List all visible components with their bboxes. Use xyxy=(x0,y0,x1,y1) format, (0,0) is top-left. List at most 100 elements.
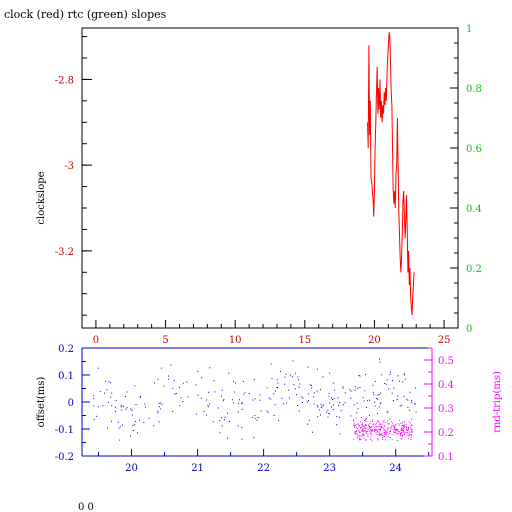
offset-point xyxy=(316,368,318,370)
rndtrip-point xyxy=(372,429,374,431)
rndtrip-point xyxy=(393,424,395,426)
rndtrip-point xyxy=(357,435,359,437)
rndtrip-point xyxy=(389,430,391,432)
rndtrip-point xyxy=(365,431,367,433)
offset-point xyxy=(126,407,128,409)
offset-point xyxy=(292,360,294,362)
rndtrip-point xyxy=(372,419,374,421)
offset-point xyxy=(284,376,286,378)
offset-point xyxy=(182,401,184,402)
rndtrip-point xyxy=(394,427,395,429)
offset-point xyxy=(266,387,268,389)
offset-point xyxy=(286,402,287,404)
offset-point xyxy=(241,403,243,404)
rndtrip-point xyxy=(395,432,397,434)
rndtrip-point xyxy=(354,424,356,426)
offset-point xyxy=(114,410,116,412)
offset-point xyxy=(277,382,279,384)
rndtrip-point xyxy=(365,432,367,434)
rndtrip-point xyxy=(370,438,372,440)
offset-point xyxy=(208,391,210,393)
offset-point xyxy=(207,404,209,406)
offset-point xyxy=(356,412,358,414)
offset-point xyxy=(308,400,309,402)
offset-point xyxy=(173,379,175,381)
rndtrip-point xyxy=(366,424,367,426)
offset-point xyxy=(320,414,321,416)
offset-point xyxy=(289,397,290,399)
rndtrip-point xyxy=(411,418,412,420)
rndtrip-point xyxy=(380,423,382,425)
offset-point xyxy=(387,411,389,413)
offset-point xyxy=(403,374,405,376)
rndtrip-point xyxy=(371,440,373,442)
offset-point xyxy=(229,421,230,422)
rndtrip-point xyxy=(391,421,392,423)
offset-point xyxy=(235,382,236,384)
offset-point xyxy=(328,392,330,394)
offset-point xyxy=(241,427,243,428)
rndtrip-point xyxy=(388,427,390,429)
offset-point xyxy=(130,435,132,437)
offset-point xyxy=(158,406,160,408)
rndtrip-point xyxy=(382,421,384,423)
offset-point xyxy=(323,404,325,406)
offset-point xyxy=(180,397,182,399)
rndtrip-point xyxy=(402,435,403,436)
rndtrip-point xyxy=(407,429,409,431)
rndtrip-point xyxy=(355,432,357,434)
offset-point xyxy=(257,417,259,419)
offset-point xyxy=(301,396,303,398)
offset-point xyxy=(110,396,112,398)
rndtrip-point xyxy=(377,426,379,428)
offset-point xyxy=(306,401,308,403)
rndtrip-point xyxy=(394,430,396,432)
offset-point xyxy=(119,426,121,428)
rndtrip-point xyxy=(369,427,371,429)
offset-point xyxy=(221,417,223,419)
offset-point xyxy=(389,373,391,375)
top-x-tick-label: 25 xyxy=(438,335,451,346)
top-x-tick-label: 5 xyxy=(162,335,168,346)
offset-point xyxy=(195,413,197,415)
top-x-tick-label: 20 xyxy=(368,335,381,346)
rndtrip-point xyxy=(380,428,382,430)
offset-point xyxy=(372,384,374,386)
rndtrip-point xyxy=(376,426,377,428)
offset-point xyxy=(297,404,299,406)
offset-point xyxy=(126,391,128,393)
offset-point xyxy=(339,402,341,404)
offset-point xyxy=(206,414,207,416)
top-x-tick-label: 0 xyxy=(93,335,99,346)
offset-point xyxy=(106,389,108,391)
rndtrip-point xyxy=(393,432,395,433)
rndtrip-point xyxy=(366,427,368,429)
offset-point xyxy=(178,386,180,388)
rndtrip-point xyxy=(364,430,366,432)
offset-point xyxy=(391,380,393,382)
rndtrip-point xyxy=(379,429,381,431)
offset-point xyxy=(252,399,254,401)
rndtrip-point xyxy=(382,437,383,439)
offset-point xyxy=(332,382,334,384)
rndtrip-point xyxy=(397,433,399,435)
rndtrip-point xyxy=(377,438,378,440)
offset-point xyxy=(160,408,162,410)
rndtrip-point xyxy=(398,423,400,425)
offset-point xyxy=(219,420,221,422)
rndtrip-point xyxy=(378,429,380,430)
offset-point xyxy=(365,418,367,420)
offset-point xyxy=(397,375,399,377)
offset-point xyxy=(328,413,330,414)
rndtrip-point xyxy=(361,424,363,426)
offset-point xyxy=(296,394,297,396)
offset-point xyxy=(332,399,333,401)
offset-point xyxy=(357,408,359,410)
offset-point xyxy=(221,425,223,427)
footer-text: 0 0 xyxy=(78,502,94,512)
rndtrip-point xyxy=(370,429,372,431)
offset-point xyxy=(336,424,338,426)
rndtrip-point xyxy=(353,422,355,424)
offset-point xyxy=(350,415,352,417)
offset-point xyxy=(158,421,160,423)
